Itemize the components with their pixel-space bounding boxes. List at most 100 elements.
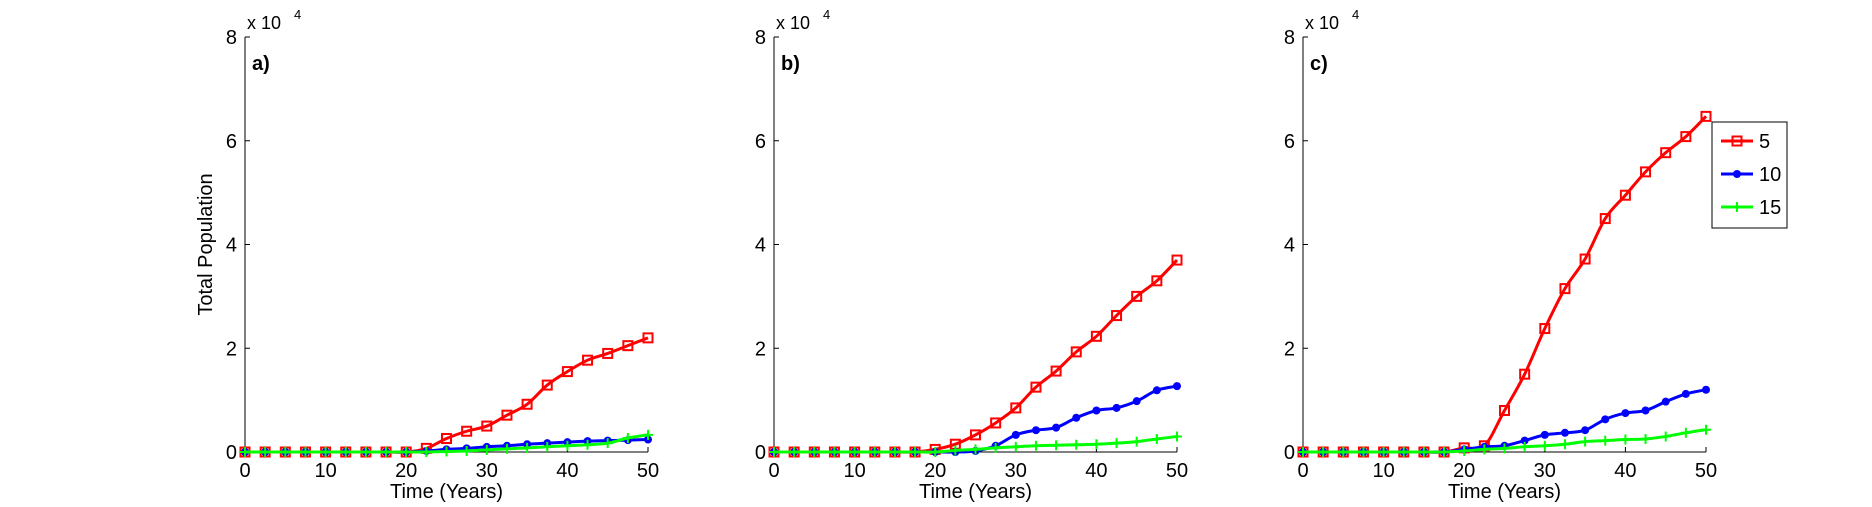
data-point: [1640, 166, 1652, 178]
data-point: [1010, 441, 1021, 452]
y-tick-label: 4: [226, 235, 237, 257]
y-tick-label: 2: [755, 338, 766, 360]
data-point: [1131, 436, 1142, 447]
series-15: [1298, 424, 1711, 457]
chart-panel-1: 0 10 20 30 40 50 0 2 4 6 8 x 10 4 a) Time (Years) Total…: [195, 7, 659, 503]
series-15: [240, 429, 653, 457]
data-point: [1581, 426, 1590, 435]
data-point: [829, 447, 840, 457]
data-point: [1338, 447, 1349, 457]
data-point: [1173, 382, 1181, 391]
series-5: [1297, 110, 1712, 458]
data-point: [441, 433, 452, 445]
legend-entry-15: 15: [1721, 197, 1781, 219]
x-tick-label: 20: [395, 460, 417, 482]
data-point: [401, 447, 412, 457]
data-point: [421, 447, 432, 457]
data-point: [1540, 430, 1549, 439]
data-point: [1700, 110, 1712, 122]
data-point: [260, 447, 271, 457]
x-tick-label: 10: [314, 460, 336, 482]
data-point: [1151, 275, 1163, 287]
data-point: [240, 447, 250, 457]
chart-panel-3: 0 10 20 30 40 50 0 2 4 6 8 x 10 4 c) Time (Years) 5 10 15: [1284, 7, 1788, 503]
data-point: [1071, 439, 1082, 450]
data-point: [501, 443, 512, 454]
data-point: [1031, 426, 1040, 435]
x-tick-label: 20: [924, 460, 946, 482]
data-point: [970, 429, 981, 441]
x-tick-label: 10: [1372, 460, 1394, 482]
data-point: [1378, 447, 1389, 457]
y-axis-label: Total Population: [195, 173, 217, 315]
y-tick-label: 8: [1284, 27, 1295, 49]
data-point: [1050, 365, 1062, 377]
panel-label: a): [252, 53, 270, 75]
y-tick-label: 0: [755, 442, 766, 464]
data-point: [1640, 434, 1651, 445]
data-point: [1070, 346, 1082, 358]
data-point: [582, 439, 593, 450]
data-point: [1439, 447, 1450, 457]
data-point: [1681, 389, 1690, 398]
x-tick-label: 0: [768, 460, 779, 482]
data-point: [360, 447, 371, 457]
data-point: [1052, 423, 1061, 432]
data-point: [1499, 443, 1510, 454]
x-axis-label: Time (Years): [919, 481, 1032, 503]
data-point: [441, 446, 452, 457]
data-point: [1171, 254, 1183, 266]
data-point: [300, 447, 311, 457]
axis-exponent-power: 4: [1352, 7, 1359, 22]
chart-panel-2: 0 10 20 30 40 50 0 2 4 6 8 x 10 4 b) Time (Years): [755, 7, 1188, 503]
data-point: [910, 447, 921, 457]
axis-exponent-power: 4: [823, 7, 830, 22]
data-point: [1010, 402, 1022, 414]
data-point: [1660, 431, 1671, 442]
data-point: [1680, 427, 1691, 438]
data-point: [1580, 436, 1591, 447]
data-point: [1072, 413, 1081, 422]
y-tick-label: 8: [226, 27, 237, 49]
data-point: [1620, 434, 1631, 445]
data-point: [602, 347, 614, 359]
data-point: [1011, 430, 1020, 439]
data-point: [990, 417, 1002, 429]
series-5: [768, 254, 1183, 458]
x-tick-label: 40: [556, 460, 578, 482]
y-tick-label: 8: [755, 27, 766, 49]
y-tick-label: 4: [755, 235, 766, 257]
data-point: [643, 429, 653, 440]
data-point: [1499, 405, 1510, 416]
series-15: [769, 431, 1182, 457]
data-point: [381, 447, 392, 457]
data-point: [481, 420, 493, 432]
x-tick-label: 20: [1453, 460, 1475, 482]
data-point: [481, 444, 492, 455]
legend-marker: [1732, 202, 1742, 212]
data-point: [809, 447, 820, 457]
data-point: [320, 447, 331, 457]
data-point: [582, 354, 594, 366]
data-point: [1539, 440, 1550, 451]
data-point: [1619, 189, 1631, 201]
data-point: [1318, 447, 1329, 457]
y-tick-label: 0: [226, 442, 237, 464]
data-point: [1601, 415, 1610, 424]
data-point: [970, 444, 981, 455]
x-tick-label: 50: [1166, 460, 1188, 482]
data-point: [930, 447, 941, 457]
data-point: [1599, 213, 1611, 225]
axis-exponent-label: x 10: [1305, 13, 1339, 33]
data-point: [1621, 409, 1630, 418]
data-point: [1559, 439, 1570, 450]
x-tick-label: 30: [1534, 460, 1556, 482]
x-axis-label: Time (Years): [390, 481, 503, 503]
x-axis-label: Time (Years): [1448, 481, 1561, 503]
legend-marker: [1733, 170, 1741, 178]
data-point: [561, 366, 573, 378]
data-point: [461, 425, 473, 437]
legend-label: 15: [1759, 197, 1781, 219]
data-point: [950, 445, 961, 456]
data-point: [990, 442, 1001, 453]
